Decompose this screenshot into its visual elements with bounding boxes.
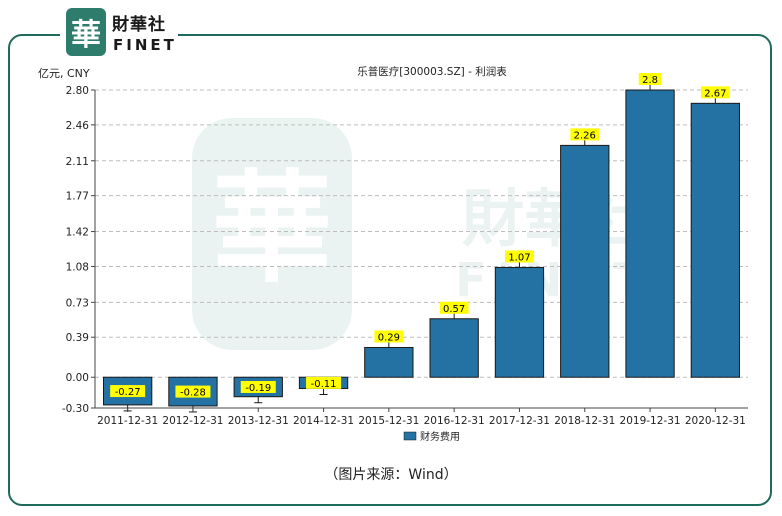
x-tick-label: 2013-12-31 (228, 415, 289, 427)
data-label: 2.67 (704, 88, 726, 99)
x-tick-label: 2019-12-31 (620, 415, 681, 427)
data-label: -0.27 (115, 387, 141, 398)
finet-logo: 華 財華社 FINET (60, 6, 178, 62)
logo-name-en: FINET (113, 36, 177, 54)
x-tick-label: 2020-12-31 (685, 415, 746, 427)
y-tick-label: 1.08 (66, 261, 89, 273)
image-source-note: （图片来源：Wind） (324, 467, 458, 483)
data-label: -0.11 (311, 379, 337, 390)
data-label: 1.07 (508, 252, 530, 263)
logo-name-cn: 財華社 (112, 15, 166, 35)
bar (429, 318, 479, 378)
data-label-bg (439, 301, 469, 314)
data-label-bg (306, 376, 342, 389)
data-label-bg (638, 73, 662, 85)
data-label: 2.26 (574, 130, 596, 141)
data-label-bg (374, 330, 404, 343)
bar (494, 266, 545, 378)
data-label-bg (570, 128, 600, 141)
axes: 2.80 2.46 2.11 1.77 1.42 1.08 0.73 0.39 0.00 -0.3… (62, 85, 748, 427)
data-label: 0.29 (378, 332, 400, 343)
data-label-bg (240, 380, 276, 393)
y-tick-label: 0.39 (66, 332, 89, 344)
y-tick-label: 2.46 (66, 120, 90, 132)
y-tick-label: 2.11 (66, 156, 89, 168)
y-tick-label: 1.77 (66, 191, 89, 203)
watermark-name-cn: 財華社 (462, 182, 648, 255)
chart-frame (8, 34, 772, 506)
y-tick-label: 0.73 (66, 297, 89, 309)
x-tick-label: 2016-12-31 (424, 415, 485, 427)
y-tick-label: 1.42 (66, 227, 89, 239)
y-tick-label: -0.30 (62, 403, 89, 415)
y-axis-unit-label: 亿元, CNY (38, 67, 90, 80)
legend: 财务费用 (403, 430, 460, 443)
data-label-bg (175, 385, 211, 398)
bars: -0.27 -0.28 -0.19 -0.11 0.29 0.57 1.07 2.26 2.8 2… (102, 73, 741, 413)
watermark-name-en: FINET (455, 253, 655, 307)
data-label: 0.57 (443, 304, 465, 315)
logo-badge-icon: 華 (66, 8, 106, 56)
y-tick-label: 2.80 (66, 85, 89, 97)
bar (560, 144, 610, 378)
legend-swatch (403, 431, 417, 441)
y-tick-label: 0.00 (66, 372, 89, 384)
watermark-badge-char: 華 (212, 158, 332, 299)
x-tick-label: 2012-12-31 (162, 415, 223, 427)
data-label: -0.19 (245, 383, 271, 394)
data-label: 2.8 (642, 75, 658, 86)
bar (364, 346, 414, 378)
bar (690, 102, 741, 378)
x-tick-label: 2015-12-31 (358, 415, 419, 427)
x-tick-label: 2014-12-31 (293, 415, 354, 427)
watermark: 華 財華社 FINET (192, 118, 655, 350)
bar (625, 89, 675, 378)
data-label-bg (700, 86, 730, 99)
data-label-bg (110, 385, 146, 398)
x-tick-label: 2017-12-31 (489, 415, 550, 427)
x-tick-label: 2018-12-31 (554, 415, 615, 427)
chart-title: 乐普医疗[300003.SZ] - 利润表 (357, 65, 507, 78)
data-label-bg (505, 250, 534, 263)
legend-label: 财务费用 (420, 430, 460, 443)
data-label: -0.28 (180, 388, 206, 399)
x-tick-label: 2011-12-31 (97, 415, 158, 427)
